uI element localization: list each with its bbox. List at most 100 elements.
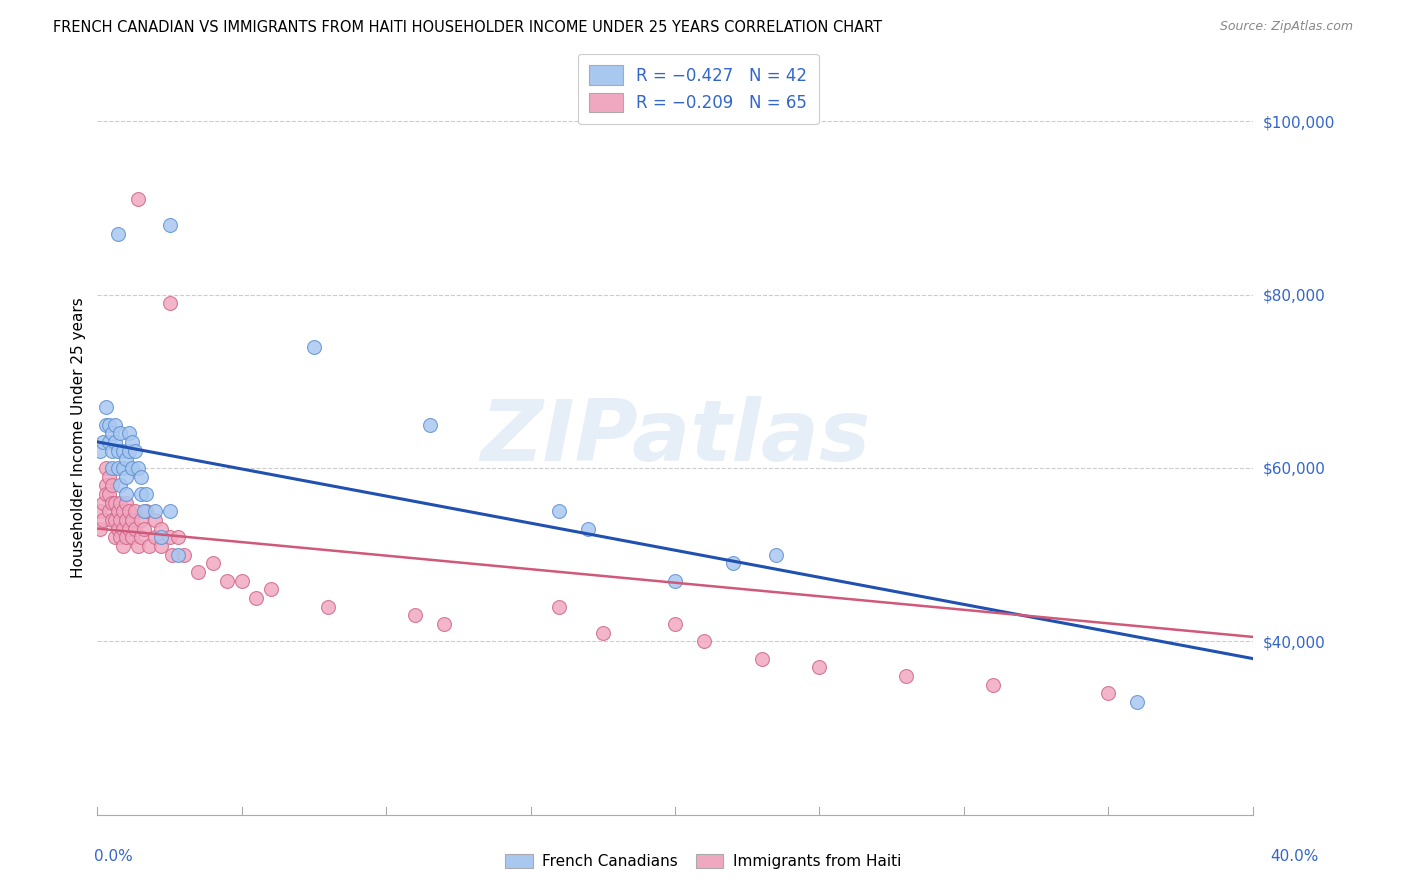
Point	[149, 539, 172, 553]
Point	[159, 504, 181, 518]
Point	[110, 495, 132, 509]
Point	[101, 461, 124, 475]
Legend: R = −0.427   N = 42, R = −0.209   N = 65: R = −0.427 N = 42, R = −0.209 N = 65	[578, 54, 818, 124]
Point	[101, 495, 124, 509]
Point	[418, 417, 440, 432]
Point	[101, 478, 124, 492]
Point	[115, 513, 138, 527]
Point	[138, 539, 160, 553]
Y-axis label: Householder Income Under 25 years: Householder Income Under 25 years	[72, 297, 86, 578]
Point	[94, 487, 117, 501]
Point	[143, 530, 166, 544]
Point	[201, 556, 224, 570]
Point	[110, 426, 132, 441]
Point	[132, 504, 155, 518]
Text: 40.0%: 40.0%	[1271, 849, 1319, 864]
Point	[124, 443, 146, 458]
Point	[112, 443, 135, 458]
Text: 0.0%: 0.0%	[94, 849, 134, 864]
Point	[97, 487, 120, 501]
Point	[115, 469, 138, 483]
Point	[259, 582, 281, 597]
Point	[121, 530, 143, 544]
Point	[118, 504, 141, 518]
Point	[94, 417, 117, 432]
Point	[115, 487, 138, 501]
Point	[91, 495, 114, 509]
Point	[107, 461, 129, 475]
Point	[97, 469, 120, 483]
Point	[112, 504, 135, 518]
Point	[162, 548, 184, 562]
Point	[121, 461, 143, 475]
Point	[107, 443, 129, 458]
Point	[110, 478, 132, 492]
Point	[664, 574, 686, 588]
Point	[112, 522, 135, 536]
Point	[115, 495, 138, 509]
Point	[107, 227, 129, 241]
Point	[765, 548, 787, 562]
Point	[149, 522, 172, 536]
Point	[118, 522, 141, 536]
Point	[129, 530, 152, 544]
Point	[101, 426, 124, 441]
Point	[231, 574, 253, 588]
Point	[124, 504, 146, 518]
Point	[115, 452, 138, 467]
Point	[129, 469, 152, 483]
Point	[721, 556, 744, 570]
Point	[159, 296, 181, 310]
Point	[104, 530, 127, 544]
Point	[576, 522, 599, 536]
Point	[1126, 695, 1149, 709]
Point	[318, 599, 340, 614]
Point	[245, 591, 267, 605]
Point	[693, 634, 716, 648]
Point	[124, 522, 146, 536]
Point	[89, 443, 111, 458]
Point	[104, 434, 127, 449]
Point	[548, 504, 571, 518]
Point	[107, 504, 129, 518]
Point	[143, 504, 166, 518]
Point	[94, 478, 117, 492]
Point	[118, 426, 141, 441]
Legend: French Canadians, Immigrants from Haiti: French Canadians, Immigrants from Haiti	[499, 848, 907, 875]
Point	[167, 548, 190, 562]
Point	[159, 530, 181, 544]
Point	[104, 417, 127, 432]
Point	[112, 461, 135, 475]
Point	[112, 539, 135, 553]
Point	[107, 522, 129, 536]
Point	[143, 513, 166, 527]
Point	[104, 495, 127, 509]
Point	[110, 513, 132, 527]
Point	[894, 669, 917, 683]
Text: Source: ZipAtlas.com: Source: ZipAtlas.com	[1219, 20, 1353, 33]
Point	[135, 504, 157, 518]
Point	[89, 522, 111, 536]
Point	[159, 218, 181, 232]
Point	[121, 434, 143, 449]
Point	[187, 565, 209, 579]
Point	[104, 513, 127, 527]
Text: ZIPatlas: ZIPatlas	[479, 396, 870, 479]
Point	[592, 625, 614, 640]
Point	[129, 513, 152, 527]
Point	[97, 417, 120, 432]
Point	[127, 539, 149, 553]
Point	[664, 616, 686, 631]
Point	[101, 513, 124, 527]
Point	[110, 530, 132, 544]
Point	[149, 530, 172, 544]
Point	[118, 443, 141, 458]
Point	[1097, 686, 1119, 700]
Point	[129, 487, 152, 501]
Point	[97, 434, 120, 449]
Point	[173, 548, 195, 562]
Point	[217, 574, 239, 588]
Point	[135, 487, 157, 501]
Point	[101, 443, 124, 458]
Point	[548, 599, 571, 614]
